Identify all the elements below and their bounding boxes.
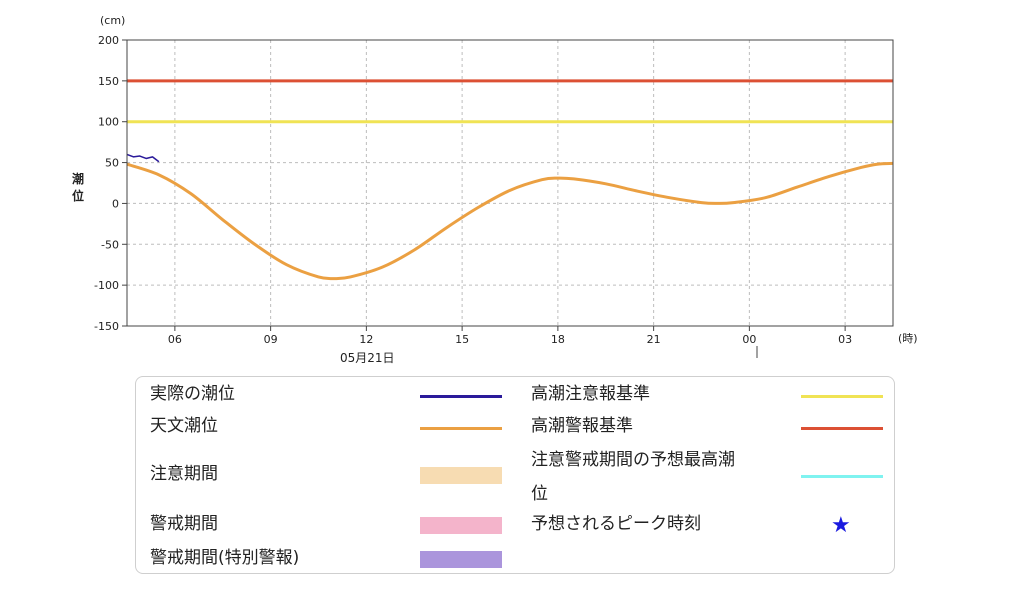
legend-label: 注意期間 bbox=[150, 461, 218, 487]
legend-swatch-line bbox=[801, 475, 883, 478]
y-tick-label: 50 bbox=[105, 157, 119, 170]
legend-label: 警戒期間(特別警報) bbox=[150, 545, 299, 571]
legend-label-text: 警戒期間 bbox=[150, 514, 218, 534]
y-tick-label: 0 bbox=[112, 197, 119, 210]
x-tick-label: 15 bbox=[455, 333, 469, 346]
legend-label: 天文潮位 bbox=[150, 413, 218, 439]
x-tick-label: 18 bbox=[551, 333, 565, 346]
y-axis-label-char-2: 位 bbox=[72, 188, 84, 203]
x-tick-labels: 06 09 12 15 18 21 00 03 bbox=[168, 333, 852, 346]
legend-label-text: 警戒期間(特別警報) bbox=[150, 548, 300, 568]
legend-swatch-block bbox=[420, 551, 502, 568]
legend-swatch-block bbox=[420, 467, 502, 484]
tide-chart: 200 150 100 50 0 -50 -100 -150 06 09 12 15 18 21 00 03… bbox=[72, 14, 918, 365]
legend-label-text: 注意警戒期間の予想最高潮 bbox=[531, 450, 735, 470]
y-tick-label: 200 bbox=[98, 34, 119, 47]
legend-label-text: 高潮注意報基準 bbox=[531, 384, 650, 404]
x-tick-label: 06 bbox=[168, 333, 182, 346]
grid bbox=[122, 39, 893, 331]
y-axis-label-char-1: 潮 bbox=[72, 171, 84, 186]
legend-label-text: 注意期間 bbox=[150, 464, 218, 484]
legend-label: 高潮注意報基準 bbox=[531, 381, 650, 407]
y-tick-label: 150 bbox=[98, 75, 119, 88]
plot-frame bbox=[126, 39, 894, 327]
legend-swatch-block bbox=[420, 517, 502, 534]
series-line bbox=[126, 153, 160, 163]
series-group bbox=[126, 153, 894, 281]
x-tick-label: 21 bbox=[647, 333, 661, 346]
legend-label-text: 予想されるピーク時刻 bbox=[531, 514, 701, 534]
legend-label-text: 天文潮位 bbox=[150, 416, 218, 436]
legend-swatch-line bbox=[420, 395, 502, 398]
y-tick-label: -150 bbox=[94, 320, 119, 333]
legend-label: 警戒期間 bbox=[150, 511, 218, 537]
legend-label-text: 高潮警報基準 bbox=[531, 416, 633, 436]
legend: 実際の潮位天文潮位注意期間警戒期間警戒期間(特別警報) 高潮注意報基準 高潮警報基準… bbox=[135, 376, 895, 574]
legend-label-text: 実際の潮位 bbox=[150, 384, 235, 404]
legend-label: 予想されるピーク時刻 bbox=[531, 511, 701, 537]
x-unit-label: (時) bbox=[898, 332, 918, 345]
y-tick-label: -50 bbox=[101, 238, 119, 251]
y-tick-label: 100 bbox=[98, 116, 119, 129]
legend-swatch-line bbox=[801, 395, 883, 398]
x-tick-label: 12 bbox=[359, 333, 373, 346]
x-tick-label: 09 bbox=[264, 333, 278, 346]
reference-lines bbox=[127, 79, 893, 124]
legend-swatch-line bbox=[801, 427, 883, 430]
star-icon: ★ bbox=[831, 513, 851, 538]
legend-label: 実際の潮位 bbox=[150, 381, 235, 407]
x-tick-label: 00 bbox=[742, 333, 756, 346]
y-unit-label: (cm) bbox=[100, 14, 125, 27]
legend-label: 注意警戒期間の予想最高潮位 bbox=[531, 443, 735, 511]
y-tick-label: -100 bbox=[94, 279, 119, 292]
series-line bbox=[126, 161, 894, 281]
legend-label-text-2: 位 bbox=[531, 484, 548, 504]
date-label: 05月21日 bbox=[340, 351, 395, 365]
y-tick-labels: 200 150 100 50 0 -50 -100 -150 bbox=[94, 34, 119, 333]
x-tick-label: 03 bbox=[838, 333, 852, 346]
legend-label: 高潮警報基準 bbox=[531, 413, 633, 439]
legend-swatch-line bbox=[420, 427, 502, 430]
